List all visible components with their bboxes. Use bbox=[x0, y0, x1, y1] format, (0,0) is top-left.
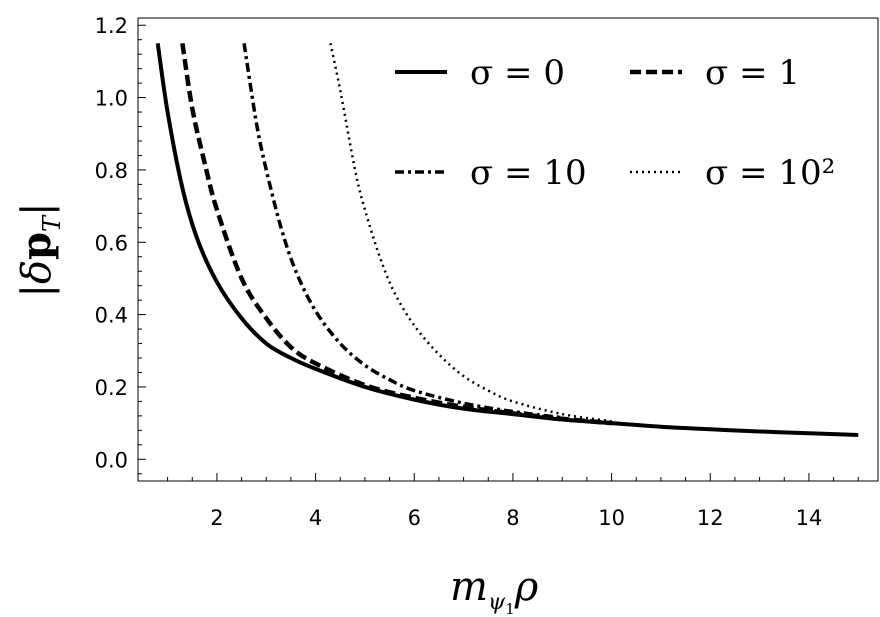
legend: σ = 0 σ = 1 σ = 10 σ = 10² bbox=[395, 53, 835, 193]
y-tick-label: 0.2 bbox=[95, 376, 128, 400]
x-tick-label: 8 bbox=[506, 506, 519, 530]
x-axis-label: mψ1ρ bbox=[450, 564, 539, 617]
plot-frame bbox=[137, 17, 879, 482]
x-tick-label: 2 bbox=[210, 506, 223, 530]
legend-label-1: σ = 1 bbox=[705, 53, 800, 93]
y-tick-label: 0.0 bbox=[95, 448, 128, 472]
x-tick-label: 14 bbox=[796, 506, 823, 530]
legend-label-0: σ = 0 bbox=[470, 53, 565, 93]
y-tick-label: 0.4 bbox=[95, 304, 128, 328]
x-tick-label: 12 bbox=[697, 506, 724, 530]
plot-border bbox=[137, 17, 879, 482]
series-line-3 bbox=[329, 43, 612, 423]
y-tick-label: 1.2 bbox=[95, 14, 128, 38]
y-axis-label: |δpT| bbox=[13, 202, 66, 297]
series-line-2 bbox=[242, 43, 563, 420]
series-layer bbox=[155, 42, 859, 438]
x-tick-label: 6 bbox=[408, 506, 421, 530]
y-tick-label: 0.6 bbox=[95, 231, 128, 255]
x-tick-label: 10 bbox=[598, 506, 625, 530]
legend-label-2: σ = 10 bbox=[470, 153, 587, 193]
y-tick-label: 1.0 bbox=[95, 87, 128, 111]
series-line-1 bbox=[180, 42, 612, 426]
svg-text:|δpT|: |δpT| bbox=[13, 202, 66, 297]
y-tick-label: 0.8 bbox=[95, 159, 128, 183]
y-axis-ticks: 0.0 0.2 0.4 0.6 0.8 1.0 1.2 bbox=[95, 14, 146, 475]
x-axis-ticks: 2 4 6 8 10 12 14 bbox=[167, 473, 859, 530]
legend-label-3: σ = 10² bbox=[705, 153, 835, 193]
x-tick-label: 4 bbox=[309, 506, 322, 530]
series-line-0 bbox=[155, 43, 859, 438]
